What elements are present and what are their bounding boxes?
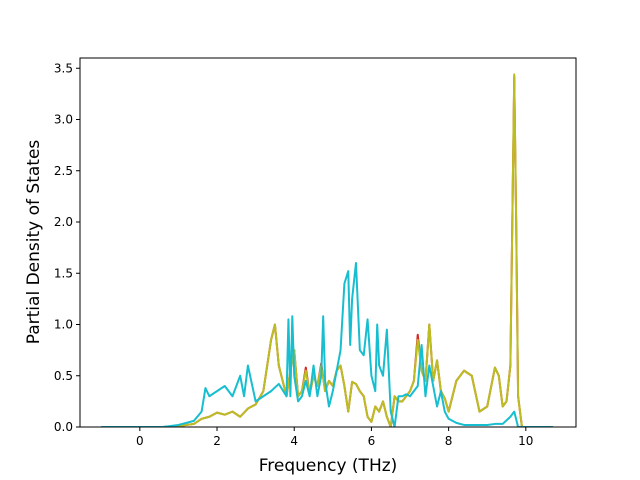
x-tick-label: 4: [290, 434, 298, 448]
x-tick-label: 8: [445, 434, 453, 448]
y-axis-label: Partial Density of States: [24, 140, 44, 345]
y-axis-ticks: 0.0 0.5 1.0 1.5 2.0 2.5 3.0 3.5: [54, 61, 80, 434]
y-tick-label: 2.5: [54, 164, 73, 178]
x-tick-label: 10: [518, 434, 533, 448]
y-tick-label: 1.5: [54, 266, 73, 280]
y-tick-label: 3.5: [54, 61, 73, 75]
y-tick-label: 1.0: [54, 318, 73, 332]
plot-frame: [79, 57, 577, 428]
series-line-3: [101, 262, 553, 427]
series-line-2: [101, 73, 553, 427]
x-tick-label: 2: [213, 434, 221, 448]
y-tick-label: 3.0: [54, 113, 73, 127]
x-tick-label: 6: [368, 434, 376, 448]
x-tick-label: 0: [136, 434, 144, 448]
x-axis-ticks: 0 2 4 6 8 10: [136, 427, 533, 448]
plot-area: [79, 57, 577, 428]
y-tick-label: 0.5: [54, 369, 73, 383]
y-tick-label: 2.0: [54, 215, 73, 229]
x-axis-label: Frequency (THz): [259, 456, 398, 476]
y-tick-label: 0.0: [54, 420, 73, 434]
series-group: [101, 73, 553, 427]
